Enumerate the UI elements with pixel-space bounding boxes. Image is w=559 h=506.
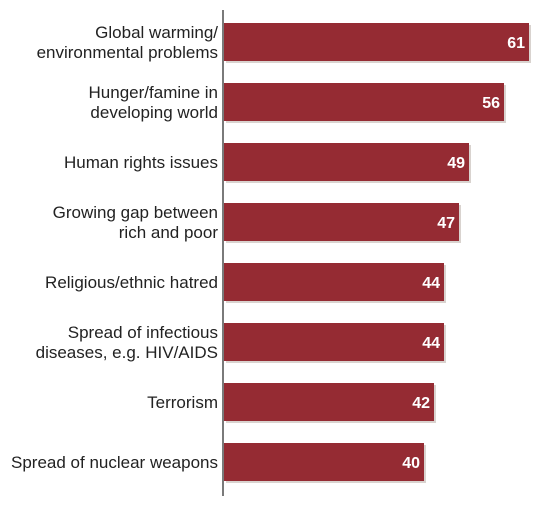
- bar: [224, 83, 504, 121]
- bar: [224, 443, 424, 481]
- category-label: Human rights issues: [64, 153, 218, 172]
- data-label: 42: [412, 395, 430, 412]
- data-label: 56: [482, 95, 500, 112]
- bar-group: 40 Spread of nuclear weapons: [11, 443, 426, 483]
- category-label-line: rich and poor: [119, 223, 219, 242]
- bar-group: 56 Hunger/famine in developing world: [89, 83, 506, 123]
- category-label-line: Spread of nuclear weapons: [11, 453, 218, 472]
- category-label: Terrorism: [147, 393, 218, 412]
- bars-layer: 61 Global warming/environmental problems 5…: [11, 23, 531, 483]
- category-label-line: diseases, e.g. HIV/AIDS: [36, 343, 218, 362]
- data-label: 40: [402, 455, 420, 472]
- category-label-line: Spread of infectious: [68, 323, 218, 342]
- category-label-line: Hunger/famine in: [89, 83, 218, 102]
- category-label-line: Human rights issues: [64, 153, 218, 172]
- bar: [224, 203, 459, 241]
- bar-group: 61 Global warming/environmental problems: [37, 23, 531, 63]
- data-label: 44: [422, 275, 440, 292]
- category-label-line: Global warming/: [95, 23, 218, 42]
- category-label: Growing gap between rich and poor: [53, 203, 219, 242]
- category-label-line: Growing gap between: [53, 203, 218, 222]
- category-label-line: Terrorism: [147, 393, 218, 412]
- category-label: Spread of nuclear weapons: [11, 453, 218, 472]
- bar-group: 44 Spread of infectious diseases, e.g. HIV…: [36, 323, 446, 363]
- data-label: 61: [507, 35, 525, 52]
- bar-group: 47 Growing gap between rich and poor: [53, 203, 461, 243]
- category-label: Religious/ethnic hatred: [45, 273, 218, 292]
- category-label: Spread of infectious diseases, e.g. HIV/A…: [36, 323, 218, 362]
- category-label-line: Religious/ethnic hatred: [45, 273, 218, 292]
- category-label-line: developing world: [90, 103, 218, 122]
- bar: [224, 23, 529, 61]
- data-label: 47: [437, 215, 455, 232]
- bar-group: 44 Religious/ethnic hatred: [45, 263, 446, 303]
- bar: [224, 323, 444, 361]
- bar-group: 49 Human rights issues: [64, 143, 471, 183]
- category-label: Global warming/environmental problems: [37, 23, 219, 62]
- category-label: Hunger/famine in developing world: [89, 83, 218, 122]
- category-label-line: environmental problems: [37, 43, 218, 62]
- bar: [224, 143, 469, 181]
- data-label: 49: [447, 155, 465, 172]
- data-label: 44: [422, 335, 440, 352]
- bar-group: 42 Terrorism: [147, 383, 436, 423]
- bar: [224, 263, 444, 301]
- bar: [224, 383, 434, 421]
